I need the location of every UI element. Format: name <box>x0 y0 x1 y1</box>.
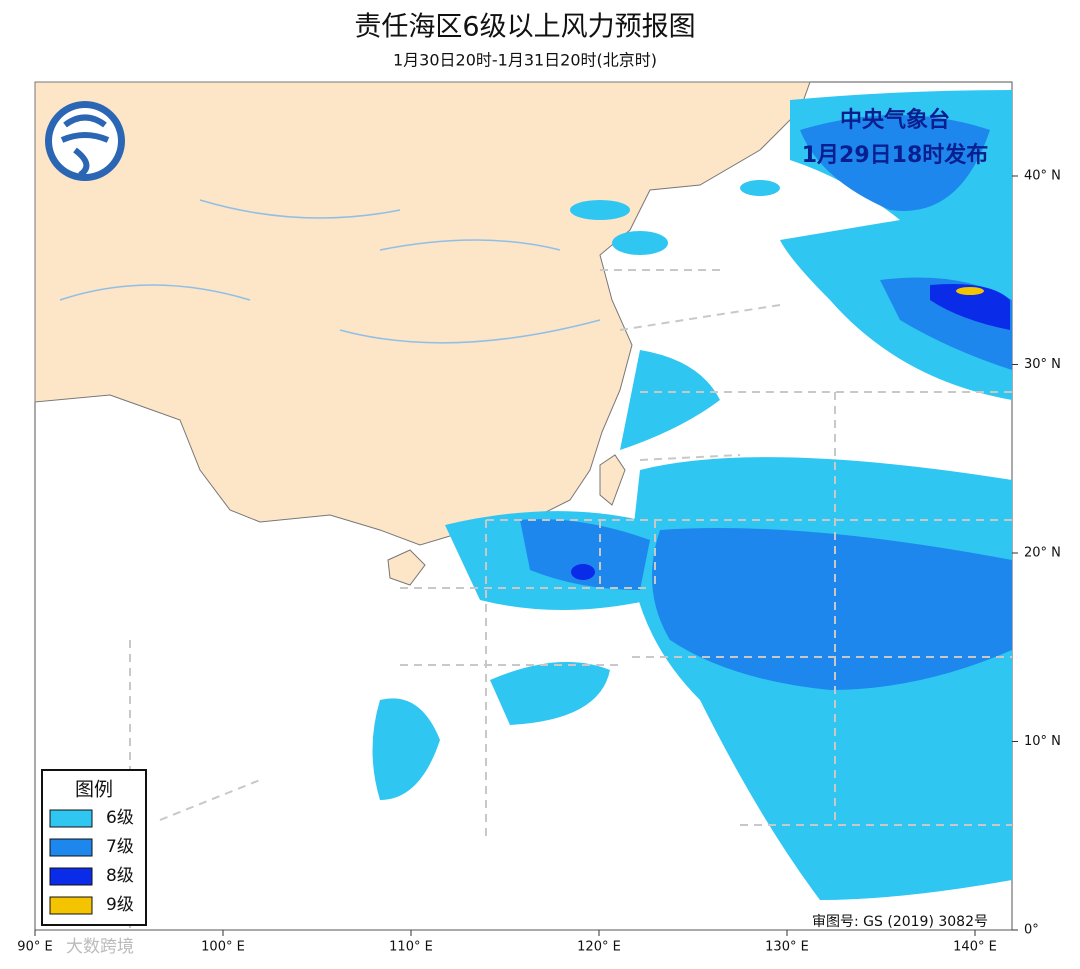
wind-7 <box>520 115 1012 690</box>
legend-label: 8级 <box>106 866 134 886</box>
legend-label: 6级 <box>106 808 134 828</box>
logo-mark <box>60 114 110 178</box>
wind-9 <box>956 287 984 295</box>
land-china <box>34 81 811 546</box>
legend-label: 9级 <box>106 895 134 915</box>
lon-label: 90° E <box>17 940 52 955</box>
lon-labels: 90° E 100° E 110° E 120° E 130° E 140° E <box>17 930 997 955</box>
lon-label: 110° E <box>389 940 433 955</box>
legend: 图例 6级 7级 8级 9级 <box>41 769 147 926</box>
lat-label: 0° <box>1024 923 1039 938</box>
map: 中央气象台 1月29日18时发布 审图号: GS (2019) 3082号 <box>34 81 1013 931</box>
legend-swatch <box>49 867 93 886</box>
wind-8 <box>571 284 1010 580</box>
lon-label: 130° E <box>765 940 809 955</box>
lon-label: 140° E <box>953 940 997 955</box>
title: 责任海区6级以上风力预报图 <box>354 12 695 43</box>
land-taiwan <box>599 454 626 506</box>
legend-swatch <box>49 896 93 915</box>
lat-label: 40° N <box>1024 169 1061 184</box>
publisher-name: 中央气象台 <box>840 107 950 133</box>
watermark: 大数跨境 <box>66 937 134 957</box>
legend-swatch <box>49 809 93 828</box>
lon-label: 100° E <box>201 940 245 955</box>
subtitle: 1月30日20时-1月31日20时(北京时) <box>393 51 657 70</box>
legend-swatch <box>49 838 93 857</box>
lat-label: 10° N <box>1024 734 1061 749</box>
issue-time: 1月29日18时发布 <box>802 142 989 168</box>
legend-label: 7级 <box>106 837 134 857</box>
rivers <box>59 199 601 344</box>
lat-label: 30° N <box>1024 357 1061 372</box>
land-hainan <box>387 549 426 586</box>
lat-label: 20° N <box>1024 546 1061 561</box>
legend-title: 图例 <box>75 779 113 801</box>
review-number: 审图号: GS (2019) 3082号 <box>812 914 988 930</box>
lon-label: 120° E <box>577 940 621 955</box>
lat-labels: 40° N 30° N 20° N 10° N 0° <box>1012 169 1061 938</box>
